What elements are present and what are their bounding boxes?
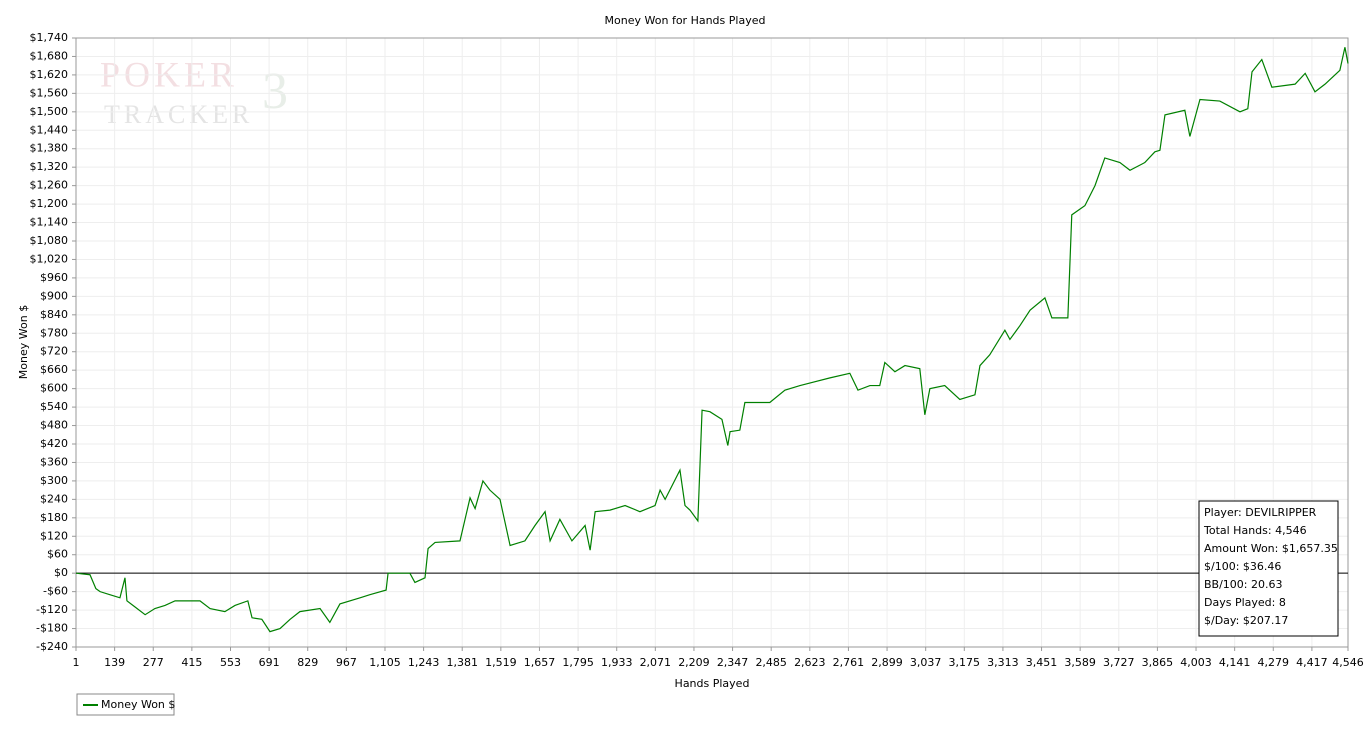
x-tick-label: 967 bbox=[336, 656, 357, 669]
x-axis-label: Hands Played bbox=[675, 677, 750, 690]
info-line: $/100: $36.46 bbox=[1204, 560, 1281, 573]
x-tick-label: 1 bbox=[73, 656, 80, 669]
y-tick-label: $600 bbox=[40, 382, 68, 395]
y-tick-label: $1,680 bbox=[30, 49, 69, 62]
y-tick-label: $1,440 bbox=[30, 123, 69, 136]
y-tick-label: $300 bbox=[40, 474, 68, 487]
x-tick-label: 2,347 bbox=[717, 656, 749, 669]
x-tick-label: 1,795 bbox=[562, 656, 594, 669]
x-tick-label: 3,865 bbox=[1142, 656, 1174, 669]
x-tick-label: 829 bbox=[297, 656, 318, 669]
y-tick-label: -$60 bbox=[43, 585, 68, 598]
y-tick-label: $1,500 bbox=[30, 105, 69, 118]
y-tick-label: $1,320 bbox=[30, 160, 69, 173]
y-tick-label: $1,200 bbox=[30, 197, 69, 210]
x-tick-label: 1,657 bbox=[524, 656, 556, 669]
x-tick-label: 415 bbox=[181, 656, 202, 669]
x-tick-label: 1,933 bbox=[601, 656, 633, 669]
y-tick-label: $1,080 bbox=[30, 234, 69, 247]
chart-title: Money Won for Hands Played bbox=[605, 14, 766, 27]
y-tick-label: $1,560 bbox=[30, 86, 69, 99]
y-tick-label: $60 bbox=[47, 548, 68, 561]
info-line: Amount Won: $1,657.35 bbox=[1204, 542, 1338, 555]
watermark: POKER bbox=[100, 54, 238, 94]
y-tick-label: $1,740 bbox=[30, 31, 69, 44]
y-tick-label: $180 bbox=[40, 511, 68, 524]
watermark: 3 bbox=[262, 63, 292, 120]
x-tick-label: 277 bbox=[143, 656, 164, 669]
info-line: Total Hands: 4,546 bbox=[1203, 524, 1307, 537]
y-tick-label: $1,260 bbox=[30, 179, 69, 192]
x-tick-label: 139 bbox=[104, 656, 125, 669]
y-tick-label: $840 bbox=[40, 308, 68, 321]
x-tick-label: 4,003 bbox=[1180, 656, 1212, 669]
info-box bbox=[1198, 500, 1339, 637]
y-tick-label: $240 bbox=[40, 492, 68, 505]
x-tick-label: 4,417 bbox=[1296, 656, 1328, 669]
y-tick-label: $1,020 bbox=[30, 252, 69, 265]
x-tick-label: 2,623 bbox=[794, 656, 826, 669]
x-tick-label: 2,485 bbox=[755, 656, 787, 669]
y-tick-label: -$120 bbox=[36, 603, 68, 616]
x-tick-label: 2,761 bbox=[833, 656, 865, 669]
x-tick-label: 4,546 bbox=[1332, 656, 1364, 669]
x-tick-label: 2,071 bbox=[640, 656, 672, 669]
y-tick-label: $720 bbox=[40, 345, 68, 358]
y-tick-label: -$180 bbox=[36, 622, 68, 635]
y-tick-label: $1,380 bbox=[30, 142, 69, 155]
x-tick-label: 1,519 bbox=[485, 656, 517, 669]
x-tick-label: 2,209 bbox=[678, 656, 710, 669]
x-tick-label: 1,243 bbox=[408, 656, 440, 669]
x-tick-label: 1,105 bbox=[369, 656, 401, 669]
info-line: Days Played: 8 bbox=[1204, 596, 1286, 609]
info-line: BB/100: 20.63 bbox=[1204, 578, 1283, 591]
x-tick-label: 4,141 bbox=[1219, 656, 1251, 669]
y-axis-label: Money Won $ bbox=[17, 305, 30, 379]
x-tick-label: 3,037 bbox=[910, 656, 942, 669]
y-tick-label: $540 bbox=[40, 400, 68, 413]
x-tick-label: 1,381 bbox=[446, 656, 478, 669]
y-tick-label: $0 bbox=[54, 566, 68, 579]
y-tick-label: $660 bbox=[40, 363, 68, 376]
y-tick-label: $1,140 bbox=[30, 216, 69, 229]
x-tick-label: 3,727 bbox=[1103, 656, 1135, 669]
y-tick-label: $420 bbox=[40, 437, 68, 450]
x-tick-label: 2,899 bbox=[871, 656, 903, 669]
legend-box bbox=[76, 693, 175, 716]
x-tick-label: 3,589 bbox=[1064, 656, 1096, 669]
info-line: $/Day: $207.17 bbox=[1204, 614, 1288, 627]
y-tick-label: $1,620 bbox=[30, 68, 69, 81]
x-tick-label: 3,313 bbox=[987, 656, 1019, 669]
x-tick-label: 553 bbox=[220, 656, 241, 669]
y-tick-label: $780 bbox=[40, 326, 68, 339]
y-tick-label: $480 bbox=[40, 419, 68, 432]
y-tick-label: $900 bbox=[40, 289, 68, 302]
info-line: Player: DEVILRIPPER bbox=[1204, 506, 1317, 519]
y-tick-label: $120 bbox=[40, 529, 68, 542]
y-tick-label: $360 bbox=[40, 455, 68, 468]
x-tick-label: 3,451 bbox=[1026, 656, 1058, 669]
plot-frame bbox=[75, 37, 1349, 648]
data-line bbox=[75, 47, 1349, 633]
x-tick-label: 3,175 bbox=[949, 656, 981, 669]
watermark: TRACKER bbox=[104, 100, 253, 129]
y-tick-label: -$240 bbox=[36, 640, 68, 653]
x-tick-label: 4,279 bbox=[1258, 656, 1290, 669]
legend-label: Money Won $ bbox=[101, 698, 175, 711]
x-tick-label: 691 bbox=[259, 656, 280, 669]
y-tick-label: $960 bbox=[40, 271, 68, 284]
